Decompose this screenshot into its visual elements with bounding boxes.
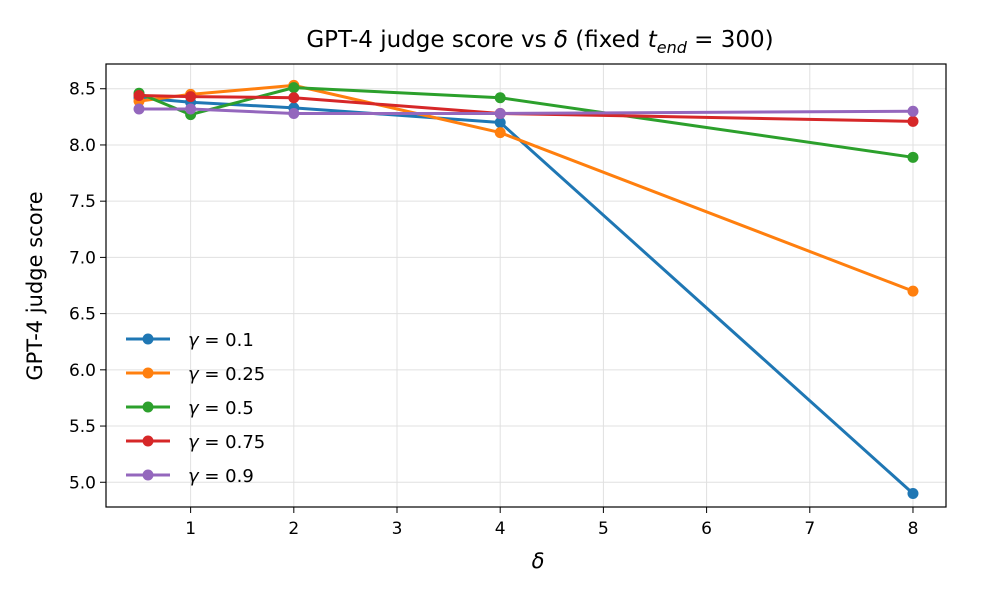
chart-title-t: t <box>648 27 658 53</box>
legend-label: γ = 0.9 <box>188 466 254 487</box>
x-tick-label: 3 <box>392 519 403 539</box>
x-tick-label: 1 <box>185 519 196 539</box>
data-point <box>907 105 919 117</box>
legend-symbol: γ <box>188 466 200 487</box>
plot-frame <box>105 63 947 508</box>
legend-label: γ = 0.1 <box>188 330 254 351</box>
legend-value: = 0.25 <box>199 364 266 385</box>
data-point <box>288 82 300 94</box>
y-axis-title: GPT-4 judge score <box>23 191 47 380</box>
legend-value: = 0.9 <box>199 466 254 487</box>
legend-value: = 0.75 <box>199 432 266 453</box>
grid <box>106 64 946 507</box>
legend-label: γ = 0.25 <box>188 364 265 385</box>
series-line <box>138 83 914 293</box>
legend-marker <box>142 333 154 345</box>
y-tick-label: 5.0 <box>69 473 96 493</box>
chart-title-equals: = 300) <box>687 27 774 53</box>
legend-symbol: γ <box>188 432 200 453</box>
y-tick-label: 7.0 <box>69 248 96 268</box>
x-axis-title: δ <box>532 549 545 573</box>
legend-marker <box>142 435 154 447</box>
data-point <box>133 89 145 101</box>
legend-label: γ = 0.75 <box>188 432 265 453</box>
series-group <box>133 79 919 500</box>
data-point <box>907 285 919 297</box>
chart-title-subscript: end <box>657 38 688 57</box>
legend-symbol: γ <box>188 364 200 385</box>
legend-symbol: γ <box>188 330 200 351</box>
data-point <box>288 92 300 104</box>
data-point <box>185 91 197 103</box>
x-tick-label: 4 <box>495 519 506 539</box>
chart-title-fixed: (fixed <box>568 27 648 53</box>
y-tick-label: 5.5 <box>69 417 96 437</box>
axis-ticks: 1 2 3 4 5 6 7 8 5.0 5.5 6.0 6.5 7.0 7.5 8.0 8.5 <box>69 80 918 539</box>
legend: γ = 0.1γ = 0.25γ = 0.5γ = 0.75γ = 0.9 <box>126 330 265 487</box>
data-point <box>494 92 506 104</box>
legend-symbol: γ <box>188 398 200 419</box>
data-point <box>494 116 506 128</box>
data-point <box>907 488 919 500</box>
x-tick-label: 6 <box>701 519 712 539</box>
x-tick-label: 2 <box>288 519 299 539</box>
data-point <box>907 115 919 127</box>
chart-title: GPT-4 judge score vs δ (fixed tend = 300… <box>306 27 773 57</box>
legend-label: γ = 0.5 <box>188 398 254 419</box>
y-tick-label: 8.0 <box>69 136 96 156</box>
series-line <box>139 107 913 115</box>
data-point <box>907 151 919 163</box>
data-point <box>288 107 300 119</box>
x-tick-label: 5 <box>598 519 609 539</box>
y-tick-label: 8.5 <box>69 80 96 100</box>
data-point <box>185 103 197 115</box>
legend-marker <box>142 401 154 413</box>
x-tick-label: 8 <box>908 519 919 539</box>
y-tick-label: 7.5 <box>69 192 96 212</box>
legend-marker <box>142 469 154 481</box>
data-point <box>494 107 506 119</box>
legend-value: = 0.1 <box>199 330 254 351</box>
data-point <box>494 127 506 139</box>
legend-marker <box>142 367 154 379</box>
chart-title-delta: δ <box>554 27 568 53</box>
data-point <box>133 103 145 115</box>
y-tick-label: 6.0 <box>69 361 96 381</box>
series-line <box>138 93 914 123</box>
chart-title-main: GPT-4 judge score vs <box>306 27 554 53</box>
x-tick-label: 7 <box>804 519 815 539</box>
legend-value: = 0.5 <box>199 398 254 419</box>
y-tick-label: 6.5 <box>69 305 96 325</box>
